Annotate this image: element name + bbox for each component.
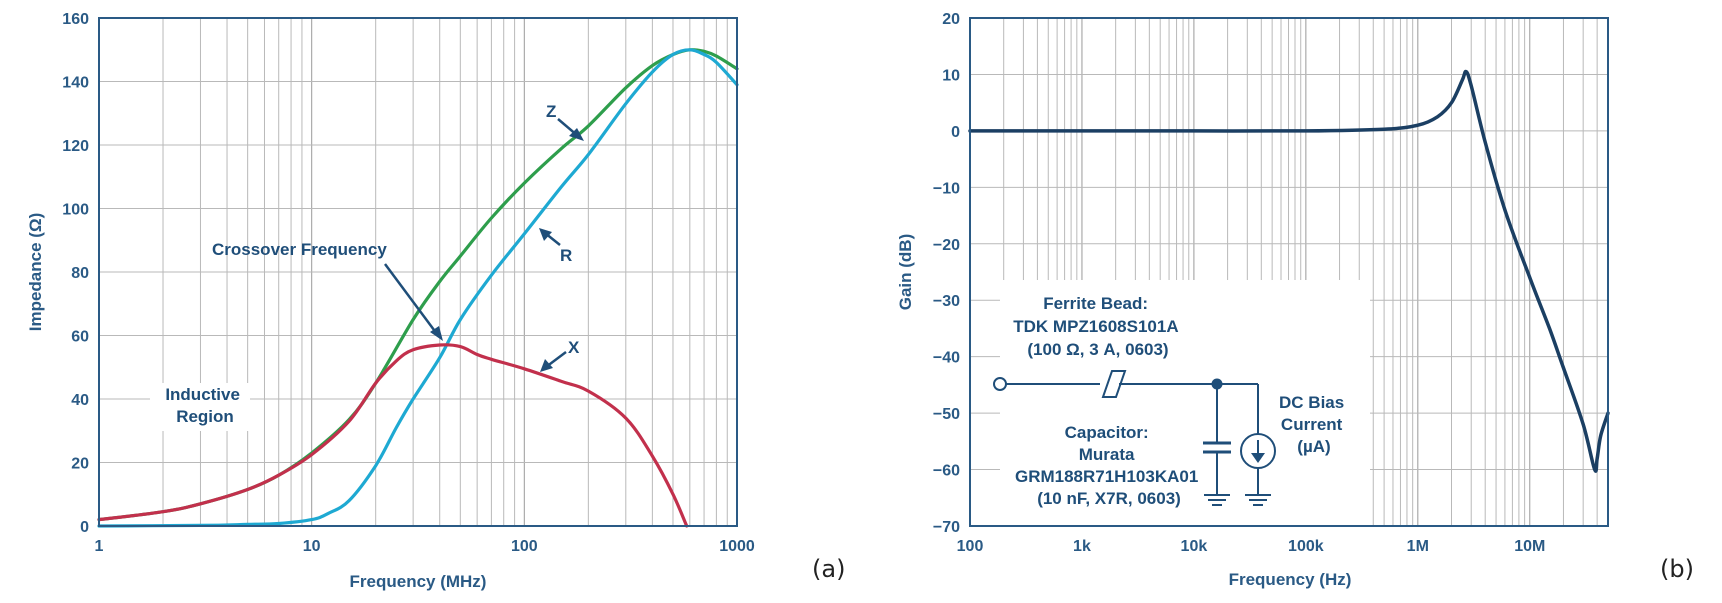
gain-x-tick-label: 10M bbox=[1514, 538, 1545, 555]
impedance-y-tick-label: 80 bbox=[71, 265, 89, 282]
z-arrow-head bbox=[569, 128, 584, 141]
impedance-y-tick-label: 20 bbox=[71, 456, 89, 473]
impedance-x-tick-label: 10 bbox=[303, 538, 321, 555]
impedance-y-tick-label: 40 bbox=[71, 392, 89, 409]
impedance-grid bbox=[99, 18, 737, 526]
panel-label-b: (b) bbox=[1660, 555, 1694, 583]
x-curve-label: X bbox=[568, 338, 580, 357]
gain-y-tick-label: −40 bbox=[933, 350, 960, 367]
ground-icon bbox=[1245, 494, 1271, 506]
gain-x-tick-label: 1k bbox=[1073, 538, 1091, 555]
impedance-y-ticks: 0 20 40 60 80 100 120 140 160 bbox=[62, 11, 89, 536]
input-terminal bbox=[993, 377, 1007, 391]
impedance-y-tick-label: 60 bbox=[71, 329, 89, 346]
impedance-curves bbox=[97, 48, 739, 528]
gain-y-tick-label: −10 bbox=[933, 180, 960, 197]
gain-x-tick-label: 100k bbox=[1288, 538, 1324, 555]
impedance-x-tick-label: 100 bbox=[511, 538, 538, 555]
gain-curves bbox=[968, 69, 1610, 473]
impedance-plot-frame bbox=[98, 17, 738, 527]
gain-x-tick-label: 10k bbox=[1181, 538, 1208, 555]
r-arrow-head bbox=[539, 228, 552, 241]
r-curve bbox=[97, 48, 739, 528]
impedance-y-tick-label: 0 bbox=[80, 519, 89, 536]
gain-y-axis-title: Gain (dB) bbox=[896, 234, 915, 311]
impedance-y-tick-label: 120 bbox=[62, 138, 89, 155]
ground-icon bbox=[1204, 494, 1230, 506]
gain-x-ticks: 100 1k 10k 100k 1M 10M bbox=[957, 538, 1546, 555]
impedance-x-tick-label: 1 bbox=[95, 538, 104, 555]
gain-x-tick-label: 100 bbox=[957, 538, 984, 555]
impedance-x-tick-label: 1000 bbox=[719, 538, 755, 555]
z-curve-label: Z bbox=[546, 102, 556, 121]
impedance-x-ticks: 1 10 100 1000 bbox=[95, 538, 755, 555]
gain-y-tick-label: −20 bbox=[933, 237, 960, 254]
gain-y-tick-label: 20 bbox=[942, 11, 960, 28]
impedance-y-tick-label: 140 bbox=[62, 75, 89, 92]
x-curve bbox=[97, 343, 689, 528]
gain-y-tick-label: −70 bbox=[933, 519, 960, 536]
crossover-arrow-line bbox=[383, 263, 439, 335]
ferrite-bead-text: Ferrite Bead: TDK MPZ1608S101A (100 Ω, 3… bbox=[1013, 294, 1182, 359]
circuit-schematic: Ferrite Bead: TDK MPZ1608S101A (100 Ω, 3… bbox=[993, 294, 1349, 508]
crossover-arrow-head bbox=[430, 326, 443, 341]
impedance-annotations: Z R X Crossover Frequency Inductive Regi… bbox=[150, 102, 584, 431]
impedance-y-tick-label: 100 bbox=[62, 202, 89, 219]
impedance-chart: 0 20 40 60 80 100 120 140 160 1 10 100 1000 Frequen… bbox=[26, 11, 845, 591]
impedance-y-tick-label: 160 bbox=[62, 11, 89, 28]
impedance-y-axis-title: Impedance (Ω) bbox=[26, 213, 45, 332]
gain-y-ticks: 20 10 0 −10 −20 −30 −40 −50 −60 −70 bbox=[933, 11, 960, 536]
r-curve-label: R bbox=[560, 246, 572, 265]
gain-x-tick-label: 1M bbox=[1407, 538, 1429, 555]
ferrite-bead-symbol bbox=[1101, 370, 1127, 398]
crossover-frequency-label: Crossover Frequency bbox=[212, 240, 387, 259]
capacitor-text: Capacitor: Murata GRM188R71H103KA01 (10 … bbox=[1015, 423, 1203, 508]
gain-y-tick-label: −50 bbox=[933, 406, 960, 423]
inductive-region-label: Inductive Region bbox=[165, 385, 244, 426]
x-arrow-head bbox=[540, 359, 553, 372]
panel-label-a: (a) bbox=[812, 555, 845, 583]
gain-y-tick-label: 0 bbox=[951, 124, 960, 141]
gain-y-tick-label: −60 bbox=[933, 463, 960, 480]
gain-x-axis-title: Frequency (Hz) bbox=[1229, 570, 1352, 589]
z-curve bbox=[97, 48, 739, 522]
inductive-region-label-bg bbox=[150, 383, 250, 431]
circuit-inset-bg bbox=[1000, 280, 1370, 525]
gain-plot-frame bbox=[969, 17, 1609, 527]
current-source-arrow-icon bbox=[1251, 453, 1265, 463]
impedance-x-axis-title: Frequency (MHz) bbox=[350, 572, 487, 591]
gain-curve bbox=[968, 69, 1610, 473]
gain-y-tick-label: −30 bbox=[933, 293, 960, 310]
dc-bias-current-text: DC Bias Current (µA) bbox=[1279, 393, 1349, 456]
gain-y-tick-label: 10 bbox=[942, 67, 960, 84]
